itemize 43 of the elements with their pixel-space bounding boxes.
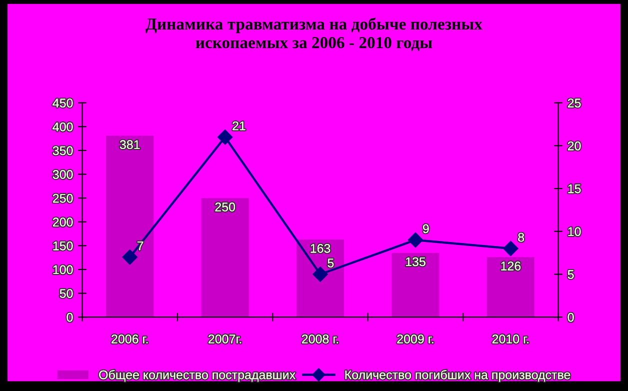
point — [312, 266, 328, 282]
y2-tick-label: 0 — [568, 312, 574, 322]
y2-tick-label: 15 — [568, 184, 581, 194]
point — [122, 250, 138, 265]
bar — [201, 198, 249, 318]
y2-tick-label: 10 — [568, 227, 581, 236]
data-label: 381 — [120, 140, 140, 150]
legend-label: Количество погибших на производстве — [345, 370, 570, 382]
x-tick-label: 2008 г. — [302, 334, 338, 344]
y-tick-label: 450 — [52, 98, 73, 108]
bar — [296, 239, 344, 318]
y2-tick-label: 5 — [568, 270, 574, 279]
y2-tick-label: 20 — [568, 141, 581, 150]
y-tick-label: 400 — [52, 122, 73, 132]
x-tick-label: 2009 г. — [397, 334, 434, 344]
point — [218, 130, 233, 145]
y2-tick-label: 25 — [568, 98, 581, 108]
y-tick-label: 50 — [60, 289, 73, 298]
y-tick-label: 0 — [66, 312, 73, 322]
data-label: 135 — [406, 257, 426, 266]
y-tick-label: 250 — [53, 194, 73, 203]
y-tick-label: 350 — [52, 146, 73, 156]
y-tick-label: 150 — [53, 241, 73, 250]
data-label: 163 — [310, 244, 330, 253]
point — [503, 240, 518, 256]
data-label: 126 — [501, 262, 521, 270]
bar — [106, 136, 154, 318]
data-label: 9 — [423, 224, 429, 234]
data-label: 8 — [518, 232, 524, 242]
bar — [486, 257, 534, 318]
y-tick-label: 200 — [53, 218, 73, 227]
y-tick-label: 300 — [52, 170, 73, 179]
data-label: 5 — [328, 258, 334, 268]
bar — [392, 252, 440, 318]
x-tick-label: 2007г. — [208, 334, 242, 344]
legend-label: Общее количество пострадавших — [99, 370, 296, 382]
x-tick-label: 2010 г. — [492, 334, 528, 344]
data-label: 21 — [232, 121, 246, 130]
x-tick-label: 2006 г. — [112, 334, 148, 344]
chart-title: Динамика травматизма на добыче полезных ископаемых за 2006 - 2010 годы — [146, 18, 482, 52]
data-label: 250 — [215, 202, 236, 212]
point — [408, 232, 424, 248]
y-tick-label: 100 — [53, 265, 73, 274]
